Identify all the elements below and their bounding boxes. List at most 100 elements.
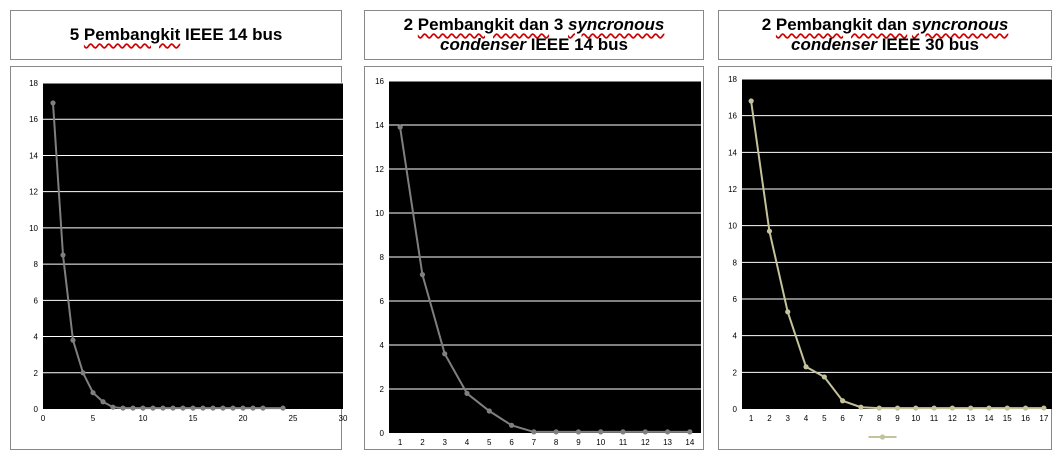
data-point — [230, 405, 236, 411]
y-tick-label: 8 — [34, 260, 39, 269]
x-tick-label: 10 — [596, 438, 605, 447]
y-tick-label: 2 — [733, 368, 738, 377]
chart-2-title-part-f: IEEE 14 bus — [525, 35, 629, 54]
chart-2-title-part-b: Pembangkit dan — [417, 15, 550, 34]
x-tick-label: 3 — [442, 438, 447, 447]
data-point — [60, 252, 66, 258]
x-tick-label: 11 — [930, 414, 939, 423]
y-tick-label: 14 — [375, 121, 384, 130]
data-point — [968, 405, 974, 411]
data-point — [200, 405, 206, 411]
x-tick-label: 9 — [895, 414, 900, 423]
x-tick-label: 10 — [139, 414, 148, 423]
x-tick-label: 13 — [663, 438, 672, 447]
x-tick-label: 13 — [966, 414, 975, 423]
chart-1-title: 5 Pembangkit IEEE 14 bus — [10, 10, 342, 60]
y-tick-label: 4 — [34, 333, 39, 342]
x-tick-label: 30 — [339, 414, 348, 423]
y-tick-label: 10 — [375, 209, 384, 218]
data-point — [397, 124, 403, 130]
y-tick-label: 16 — [375, 77, 384, 86]
y-tick-label: 0 — [733, 405, 738, 414]
x-tick-label: 7 — [859, 414, 864, 423]
series-line — [399, 127, 690, 433]
data-point — [1004, 405, 1010, 411]
data-point — [50, 100, 56, 106]
data-point — [858, 404, 864, 410]
chart-2-title: 2 Pembangkit dan 3 syncronous condenser … — [364, 10, 704, 60]
data-point — [464, 390, 470, 396]
chart-1-frame: 0 2 4 6 8 10 12 14 16 18 0 5 10 15 20 25 30 — [10, 66, 348, 450]
y-tick-label: 0 — [34, 405, 39, 414]
data-point — [531, 429, 537, 435]
data-point — [160, 405, 166, 411]
y-tick-label: 10 — [728, 222, 737, 231]
y-tick-label: 12 — [29, 188, 38, 197]
y-tick-label: 16 — [29, 115, 38, 124]
y-tick-label: 4 — [380, 341, 385, 350]
data-point — [100, 399, 106, 405]
y-tick-label: 14 — [29, 151, 38, 160]
x-tick-label: 12 — [948, 414, 957, 423]
chart-2-title-part-a: 2 — [403, 15, 418, 34]
x-tick-label: 16 — [1021, 414, 1030, 423]
data-point — [280, 405, 286, 411]
data-point — [575, 429, 582, 435]
data-point — [70, 337, 76, 343]
data-point — [486, 408, 492, 414]
y-tick-label: 0 — [380, 429, 385, 438]
y-tick-label: 14 — [728, 148, 737, 157]
x-tick-label: 20 — [239, 414, 248, 423]
data-point — [598, 429, 604, 435]
data-point — [190, 405, 196, 411]
chart-3-title-part-d: syncronous — [911, 15, 1009, 34]
data-point — [120, 405, 126, 411]
y-tick-label: 6 — [380, 297, 385, 306]
data-point — [210, 405, 216, 411]
data-point — [840, 398, 846, 404]
chart-1-title-part-b: Pembangkit — [83, 25, 181, 44]
chart-2-frame: 0 2 4 6 8 10 12 14 16 1 2 3 4 5 6 7 8 9 10 11 12 13 14 — [364, 66, 704, 450]
data-point — [986, 405, 992, 411]
data-point — [1022, 405, 1029, 411]
data-point — [508, 422, 515, 428]
x-tick-label: 6 — [509, 438, 514, 447]
data-point — [180, 405, 186, 411]
data-point — [250, 405, 256, 411]
y-tick-label: 8 — [733, 258, 738, 267]
x-tick-label: 12 — [641, 438, 650, 447]
data-point — [419, 272, 426, 278]
x-tick-label: 14 — [985, 414, 994, 423]
x-tick-label: 14 — [685, 438, 694, 447]
x-tick-label: 5 — [91, 414, 96, 423]
data-point — [150, 405, 156, 411]
chart-2-title-part-e: condenser — [439, 35, 526, 54]
data-point — [642, 429, 648, 435]
data-point — [110, 404, 116, 410]
x-tick-label: 2 — [420, 438, 425, 447]
x-tick-label: 0 — [41, 414, 46, 423]
y-tick-label: 16 — [728, 112, 737, 121]
chart-panel-1: 5 Pembangkit IEEE 14 bus 0 2 4 6 8 10 12 14 16 18… — [10, 0, 348, 450]
data-point — [913, 405, 919, 411]
data-point — [949, 405, 955, 411]
x-tick-label: 17 — [1039, 414, 1048, 423]
x-tick-label: 4 — [465, 438, 470, 447]
data-point — [894, 405, 901, 411]
x-tick-label: 6 — [840, 414, 845, 423]
plot-area — [742, 79, 1052, 409]
x-tick-label: 7 — [532, 438, 537, 447]
chart-2-title-part-d: syncronous — [568, 15, 665, 34]
data-point — [553, 429, 559, 435]
legend-marker — [879, 434, 886, 440]
data-point — [664, 429, 671, 435]
x-tick-label: 11 — [619, 438, 628, 447]
data-point — [876, 405, 882, 411]
chart-3-title: 2 Pembangkit dan syncronous condenser IE… — [718, 10, 1052, 60]
data-point — [766, 228, 773, 234]
chart-1-svg: 0 2 4 6 8 10 12 14 16 18 0 5 10 15 20 25 30 — [29, 79, 348, 423]
x-tick-label: 5 — [487, 438, 492, 447]
data-point — [803, 364, 809, 370]
